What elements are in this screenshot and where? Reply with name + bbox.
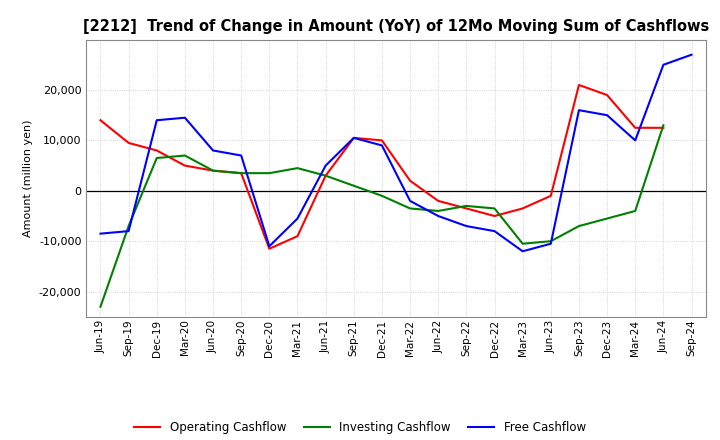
Investing Cashflow	[659, 123, 667, 128]
Investing Cashflow	[434, 208, 443, 213]
Investing Cashflow	[181, 153, 189, 158]
Investing Cashflow	[125, 224, 133, 229]
Investing Cashflow	[631, 208, 639, 213]
Free Cashflow	[153, 117, 161, 123]
Free Cashflow	[349, 135, 358, 140]
Operating Cashflow	[181, 163, 189, 168]
Operating Cashflow	[406, 178, 415, 183]
Operating Cashflow	[349, 135, 358, 140]
Investing Cashflow	[209, 168, 217, 173]
Investing Cashflow	[518, 241, 527, 246]
Investing Cashflow	[349, 183, 358, 188]
Free Cashflow	[377, 143, 386, 148]
Investing Cashflow	[153, 155, 161, 161]
Investing Cashflow	[293, 165, 302, 171]
Operating Cashflow	[321, 173, 330, 178]
Investing Cashflow	[575, 224, 583, 229]
Line: Free Cashflow: Free Cashflow	[101, 55, 691, 251]
Title: [2212]  Trend of Change in Amount (YoY) of 12Mo Moving Sum of Cashflows: [2212] Trend of Change in Amount (YoY) o…	[83, 19, 709, 34]
Free Cashflow	[181, 115, 189, 121]
Free Cashflow	[293, 216, 302, 221]
Line: Operating Cashflow: Operating Cashflow	[101, 85, 663, 249]
Operating Cashflow	[603, 92, 611, 98]
Free Cashflow	[603, 113, 611, 118]
Investing Cashflow	[96, 304, 105, 309]
Operating Cashflow	[265, 246, 274, 251]
Investing Cashflow	[377, 193, 386, 198]
Operating Cashflow	[209, 168, 217, 173]
Free Cashflow	[237, 153, 246, 158]
Free Cashflow	[546, 241, 555, 246]
Free Cashflow	[575, 107, 583, 113]
Free Cashflow	[125, 228, 133, 234]
Operating Cashflow	[293, 234, 302, 239]
Operating Cashflow	[518, 206, 527, 211]
Operating Cashflow	[237, 171, 246, 176]
Free Cashflow	[687, 52, 696, 57]
Free Cashflow	[434, 213, 443, 219]
Line: Investing Cashflow: Investing Cashflow	[101, 125, 663, 307]
Free Cashflow	[265, 244, 274, 249]
Investing Cashflow	[237, 171, 246, 176]
Operating Cashflow	[575, 82, 583, 88]
Free Cashflow	[321, 163, 330, 168]
Operating Cashflow	[462, 206, 471, 211]
Operating Cashflow	[631, 125, 639, 130]
Free Cashflow	[659, 62, 667, 67]
Investing Cashflow	[462, 203, 471, 209]
Operating Cashflow	[659, 125, 667, 130]
Free Cashflow	[209, 148, 217, 153]
Free Cashflow	[490, 228, 499, 234]
Y-axis label: Amount (million yen): Amount (million yen)	[23, 119, 33, 237]
Free Cashflow	[518, 249, 527, 254]
Legend: Operating Cashflow, Investing Cashflow, Free Cashflow: Operating Cashflow, Investing Cashflow, …	[130, 416, 590, 439]
Investing Cashflow	[406, 206, 415, 211]
Operating Cashflow	[546, 193, 555, 198]
Operating Cashflow	[125, 140, 133, 146]
Free Cashflow	[406, 198, 415, 204]
Investing Cashflow	[490, 206, 499, 211]
Investing Cashflow	[265, 171, 274, 176]
Operating Cashflow	[490, 213, 499, 219]
Investing Cashflow	[546, 238, 555, 244]
Operating Cashflow	[377, 138, 386, 143]
Investing Cashflow	[603, 216, 611, 221]
Operating Cashflow	[434, 198, 443, 204]
Investing Cashflow	[321, 173, 330, 178]
Operating Cashflow	[96, 117, 105, 123]
Operating Cashflow	[153, 148, 161, 153]
Free Cashflow	[96, 231, 105, 236]
Free Cashflow	[462, 224, 471, 229]
Free Cashflow	[631, 138, 639, 143]
